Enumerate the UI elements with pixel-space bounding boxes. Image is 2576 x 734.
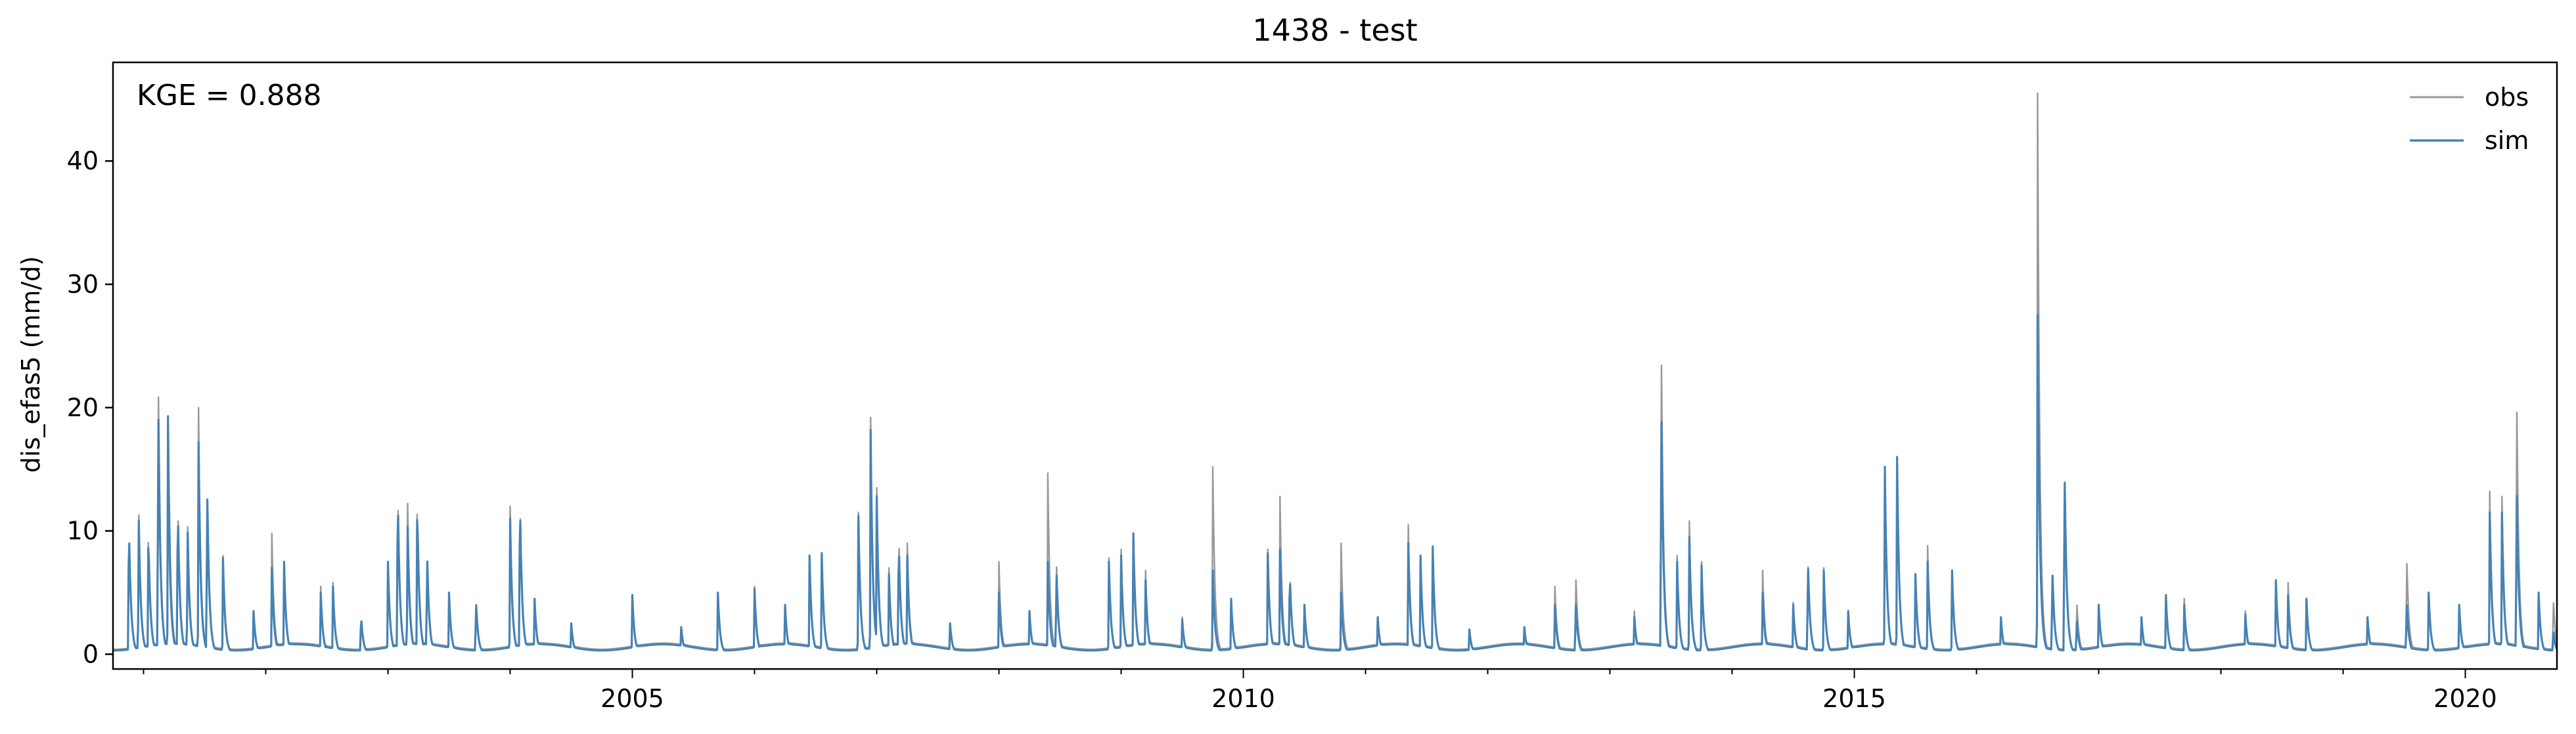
x-tick-label: 2010 — [1211, 684, 1275, 713]
y-tick-label: 0 — [83, 639, 99, 668]
y-tick-label: 40 — [67, 146, 99, 175]
chart-title: 1438 - test — [1252, 12, 1417, 48]
legend-label-sim: sim — [2485, 126, 2529, 155]
y-axis: 0 10 20 30 40 — [67, 146, 113, 668]
kge-annotation: KGE = 0.888 — [137, 79, 322, 112]
x-tick-label: 2005 — [600, 684, 664, 713]
series-line-sim — [113, 314, 2557, 652]
y-tick-label: 30 — [67, 270, 99, 299]
x-tick-label: 2020 — [2433, 684, 2497, 713]
x-axis: 2005 2010 2015 2020 — [143, 669, 2497, 713]
x-tick-label: 2015 — [1822, 684, 1886, 713]
plot-frame — [112, 61, 2558, 670]
series-layer — [113, 92, 2557, 652]
y-tick-label: 20 — [67, 393, 99, 422]
legend-label-obs: obs — [2485, 83, 2529, 112]
y-tick-label: 10 — [67, 517, 99, 546]
y-axis-label: dis_efas5 (mm/d) — [16, 256, 45, 473]
series-line-obs — [113, 92, 2557, 651]
legend: obs sim — [2410, 83, 2529, 155]
